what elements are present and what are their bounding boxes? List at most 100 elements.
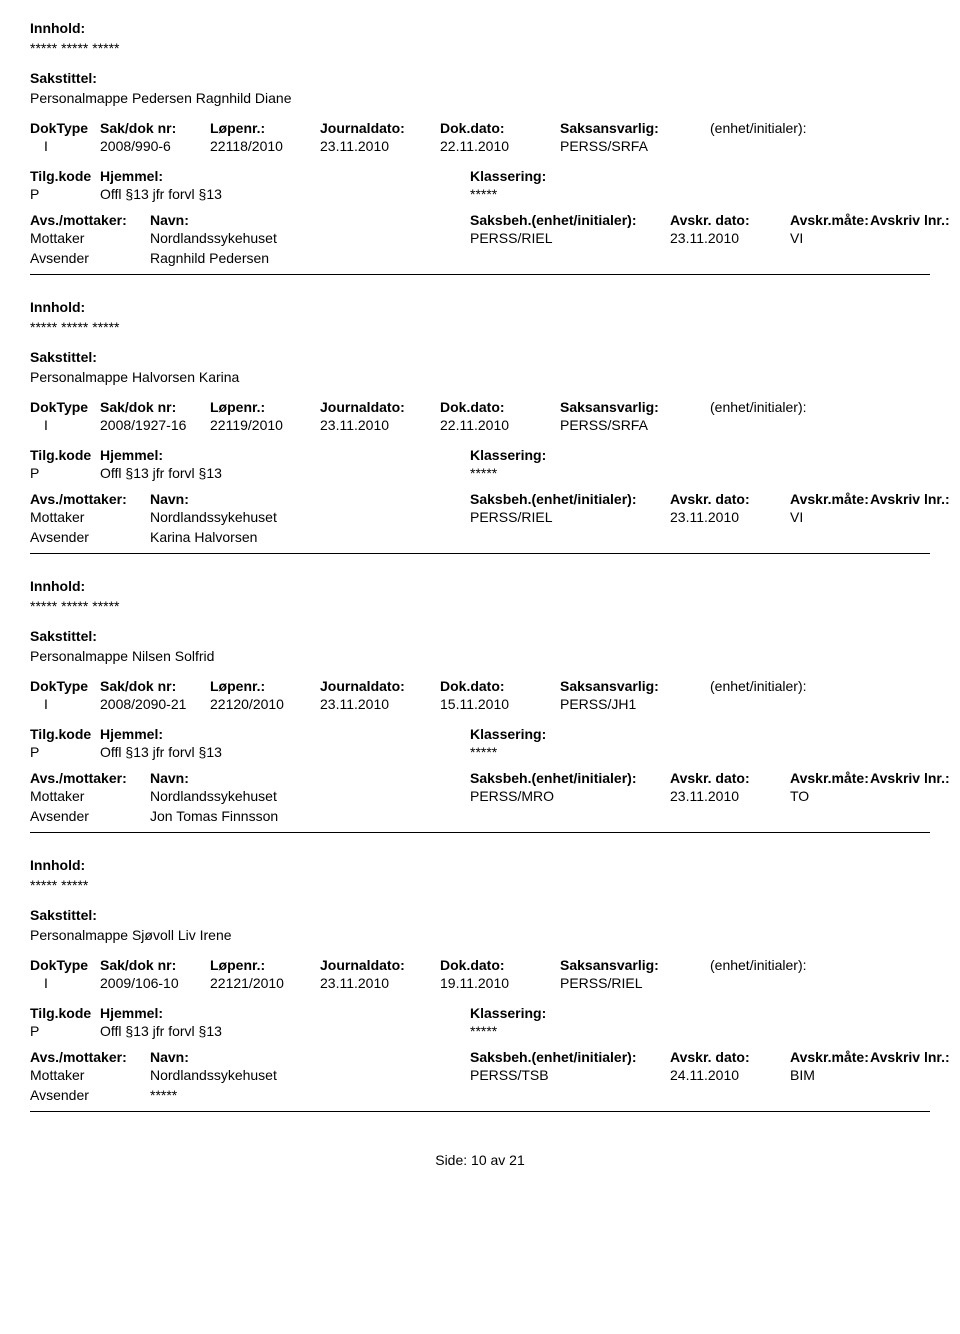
navn-label: Navn:	[150, 491, 470, 507]
sakstittel-label: Sakstittel:	[30, 628, 930, 644]
saksbeh-label: Saksbeh.(enhet/initialer):	[470, 1049, 670, 1065]
dokdato-value: 22.11.2010	[440, 417, 560, 433]
enhet-label: (enhet/initialer):	[710, 120, 870, 136]
hjemmel-label: Hjemmel:	[100, 447, 470, 463]
tilgkode-value: P	[30, 744, 100, 760]
sakstittel-text: Personalmappe Nilsen Solfrid	[30, 648, 930, 664]
enhet-label: (enhet/initialer):	[710, 957, 870, 973]
saksbeh-label: Saksbeh.(enhet/initialer):	[470, 770, 670, 786]
innhold-text: ***** ***** *****	[30, 598, 930, 614]
dokdato-label: Dok.dato:	[440, 957, 560, 973]
doktype-value: I	[30, 696, 100, 712]
saksbeh-label: Saksbeh.(enhet/initialer):	[470, 491, 670, 507]
saksansvarlig-value: PERSS/RIEL	[560, 975, 710, 991]
record-separator	[30, 832, 930, 833]
avsmottaker-label: Avs./mottaker:	[30, 212, 150, 228]
avskrdato-value: 23.11.2010	[670, 230, 790, 246]
navn-label: Navn:	[150, 770, 470, 786]
avskrivlnr-label: Avskriv lnr.:	[870, 770, 960, 786]
mottaker-role: Mottaker	[30, 230, 150, 246]
dokdato-label: Dok.dato:	[440, 399, 560, 415]
lopenr-label: Løpenr.:	[210, 678, 320, 694]
saksansvarlig-value: PERSS/SRFA	[560, 417, 710, 433]
avskrdato-value: 23.11.2010	[670, 788, 790, 804]
saksansvarlig-label: Saksansvarlig:	[560, 120, 710, 136]
avsmottaker-label: Avs./mottaker:	[30, 491, 150, 507]
sakdok-label: Sak/dok nr:	[100, 957, 210, 973]
side-label: Side:	[435, 1152, 467, 1168]
avskrmate-label: Avskr.måte:	[790, 1049, 870, 1065]
saksbeh-value: PERSS/RIEL	[470, 509, 670, 525]
saksansvarlig-label: Saksansvarlig:	[560, 957, 710, 973]
journaldato-value: 23.11.2010	[320, 417, 440, 433]
klassering-value: *****	[470, 465, 870, 481]
avsender-navn: Ragnhild Pedersen	[150, 250, 470, 266]
avskrdato-value: 23.11.2010	[670, 509, 790, 525]
journaldato-value: 23.11.2010	[320, 975, 440, 991]
avskrmate-label: Avskr.måte:	[790, 212, 870, 228]
avskrdato-label: Avskr. dato:	[670, 491, 790, 507]
innhold-label: Innhold:	[30, 299, 930, 315]
avsender-navn: Karina Halvorsen	[150, 529, 470, 545]
doktype-label: DokType	[30, 678, 100, 694]
avskrivlnr-label: Avskriv lnr.:	[870, 212, 960, 228]
mottaker-navn: Nordlandssykehuset	[150, 788, 470, 804]
avskrdato-label: Avskr. dato:	[670, 1049, 790, 1065]
saksbeh-value: PERSS/TSB	[470, 1067, 670, 1083]
journaldato-label: Journaldato:	[320, 678, 440, 694]
avskrivlnr-label: Avskriv lnr.:	[870, 491, 960, 507]
journaldato-label: Journaldato:	[320, 399, 440, 415]
tilgkode-value: P	[30, 465, 100, 481]
sakdok-label: Sak/dok nr:	[100, 120, 210, 136]
enhet-label: (enhet/initialer):	[710, 678, 870, 694]
hjemmel-label: Hjemmel:	[100, 168, 470, 184]
klassering-value: *****	[470, 186, 870, 202]
mottaker-navn: Nordlandssykehuset	[150, 1067, 470, 1083]
tilgkode-value: P	[30, 186, 100, 202]
journal-record: Innhold: ***** ***** ***** Sakstittel: P…	[30, 299, 930, 554]
doktype-value: I	[30, 138, 100, 154]
navn-label: Navn:	[150, 1049, 470, 1065]
tilgkode-value: P	[30, 1023, 100, 1039]
journaldato-label: Journaldato:	[320, 120, 440, 136]
avskrmate-label: Avskr.måte:	[790, 491, 870, 507]
sakdok-value: 2008/1927-16	[100, 417, 210, 433]
avskrmate-value: BIM	[790, 1067, 870, 1083]
doktype-value: I	[30, 417, 100, 433]
klassering-value: *****	[470, 744, 870, 760]
journaldato-value: 23.11.2010	[320, 696, 440, 712]
hjemmel-label: Hjemmel:	[100, 1005, 470, 1021]
dokdato-value: 15.11.2010	[440, 696, 560, 712]
tilgkode-label: Tilg.kode	[30, 1005, 100, 1021]
avsender-navn: Jon Tomas Finnsson	[150, 808, 470, 824]
avsmottaker-label: Avs./mottaker:	[30, 770, 150, 786]
klassering-label: Klassering:	[470, 1005, 870, 1021]
dokdato-label: Dok.dato:	[440, 120, 560, 136]
saksansvarlig-label: Saksansvarlig:	[560, 399, 710, 415]
avskrdato-value: 24.11.2010	[670, 1067, 790, 1083]
klassering-label: Klassering:	[470, 168, 870, 184]
lopenr-value: 22121/2010	[210, 975, 320, 991]
hjemmel-value: Offl §13 jfr forvl §13	[100, 465, 470, 481]
navn-label: Navn:	[150, 212, 470, 228]
record-separator	[30, 553, 930, 554]
journal-record: Innhold: ***** ***** Sakstittel: Persona…	[30, 857, 930, 1112]
sakdok-value: 2008/2090-21	[100, 696, 210, 712]
dokdato-value: 19.11.2010	[440, 975, 560, 991]
journaldato-label: Journaldato:	[320, 957, 440, 973]
page-footer: Side: 10 av 21	[30, 1152, 930, 1168]
avsender-role: Avsender	[30, 808, 150, 824]
mottaker-role: Mottaker	[30, 788, 150, 804]
lopenr-label: Løpenr.:	[210, 957, 320, 973]
mottaker-navn: Nordlandssykehuset	[150, 509, 470, 525]
saksbeh-label: Saksbeh.(enhet/initialer):	[470, 212, 670, 228]
mottaker-role: Mottaker	[30, 1067, 150, 1083]
sakstittel-text: Personalmappe Sjøvoll Liv Irene	[30, 927, 930, 943]
sakstittel-label: Sakstittel:	[30, 70, 930, 86]
avskrmate-label: Avskr.måte:	[790, 770, 870, 786]
hjemmel-label: Hjemmel:	[100, 726, 470, 742]
hjemmel-value: Offl §13 jfr forvl §13	[100, 1023, 470, 1039]
lopenr-label: Løpenr.:	[210, 399, 320, 415]
lopenr-label: Løpenr.:	[210, 120, 320, 136]
sakdok-value: 2009/106-10	[100, 975, 210, 991]
